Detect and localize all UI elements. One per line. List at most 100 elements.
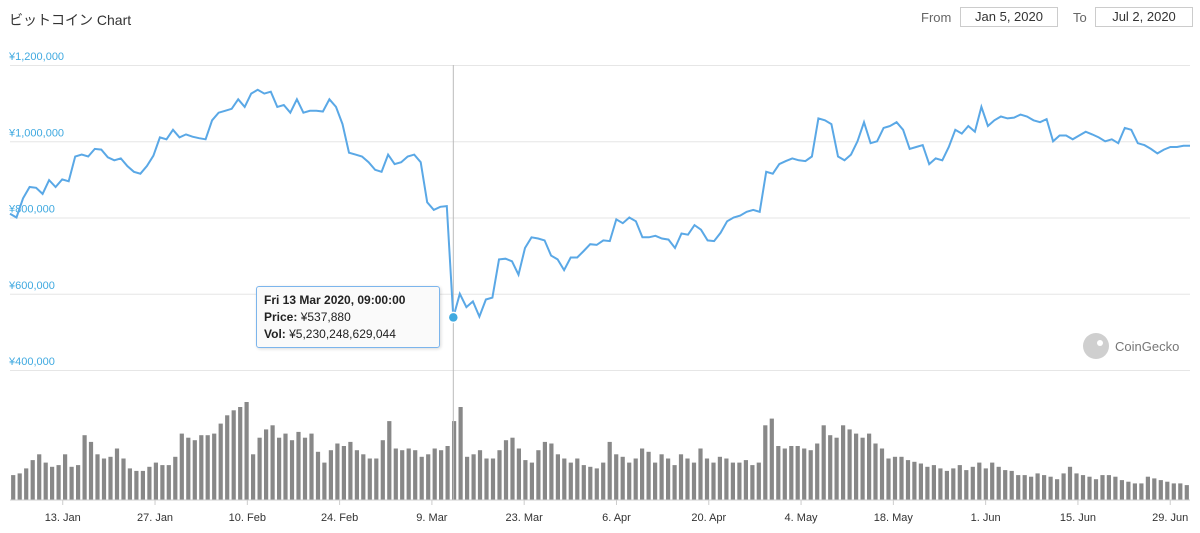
volume-bar (653, 462, 658, 500)
volume-bar (1145, 476, 1150, 500)
volume-bar (419, 456, 424, 500)
volume-bar (724, 458, 729, 500)
volume-bar (11, 475, 16, 500)
volume-bar (1067, 466, 1073, 500)
volume-bar (873, 443, 878, 500)
volume-bar (1016, 475, 1021, 500)
volume-bar (1022, 475, 1027, 500)
tooltip-volume-row: Vol: ¥5,230,248,629,044 (264, 326, 432, 343)
volume-bar (776, 446, 781, 500)
volume-bar (477, 450, 483, 500)
volume-bar (1100, 475, 1105, 500)
y-tick-label: ¥1,000,000 (8, 127, 64, 139)
volume-bar (17, 473, 22, 500)
volume-bar (847, 429, 852, 500)
volume-bar (1035, 473, 1040, 500)
volume-bar (270, 425, 275, 500)
data-tooltip: Fri 13 Mar 2020, 09:00:00 Price: ¥537,88… (256, 286, 440, 348)
volume-bar (990, 462, 995, 500)
volume-bar (704, 458, 710, 500)
volume-bar (841, 425, 846, 500)
volume-bar (672, 465, 677, 500)
volume-bar (95, 454, 100, 500)
volume-bar (257, 437, 262, 500)
volume-bar (815, 443, 820, 500)
volume-bar (575, 458, 580, 500)
volume-bar (134, 470, 139, 500)
volume-bar (614, 454, 619, 500)
y-tick-label: ¥800,000 (8, 204, 55, 216)
x-axis-labels: 13. Jan 27. Jan 10. Feb 24. Feb 9. Mar 23. Ma… (45, 500, 1188, 524)
volume-bar (147, 466, 152, 500)
volume-bar (108, 456, 113, 500)
chart-title: ビットコイン Chart (9, 12, 132, 28)
volume-bar (951, 468, 956, 500)
volume-bar (808, 450, 813, 500)
volume-bar (76, 465, 81, 500)
volume-bar (341, 446, 346, 500)
volume-bar (640, 448, 645, 500)
x-tick-label: 20. Apr (691, 512, 726, 524)
volume-bar (666, 458, 671, 500)
volume-bar (970, 466, 975, 500)
volume-bar (69, 466, 74, 500)
volume-bar (931, 465, 936, 500)
from-date-input[interactable] (960, 7, 1058, 27)
volume-bar (484, 458, 489, 500)
volume-bar (549, 443, 554, 500)
volume-bar (264, 429, 269, 500)
x-tick-label: 15. Jun (1060, 512, 1096, 524)
volume-bar (302, 437, 308, 500)
volume-bar (225, 415, 230, 500)
volume-bar (1061, 473, 1066, 500)
tooltip-date: Fri 13 Mar 2020, 09:00:00 (264, 293, 406, 307)
volume-bar (983, 468, 988, 500)
volume-bar (348, 441, 353, 500)
x-tick-label: 18. May (874, 512, 914, 524)
volume-bar (944, 470, 949, 500)
volume-bar (205, 435, 210, 500)
x-tick-label: 6. Apr (602, 512, 631, 524)
volume-bar (43, 462, 48, 500)
volume-bar (1048, 476, 1053, 500)
volume-bar (516, 448, 521, 500)
volume-bar (1165, 481, 1170, 500)
watermark-text: CoinGecko (1115, 338, 1180, 354)
to-date-input[interactable] (1095, 7, 1193, 27)
volume-bar (1042, 475, 1047, 500)
volume-bar (795, 446, 800, 500)
volume-bar (867, 433, 872, 500)
x-tick-label: 29. Jun (1152, 512, 1188, 524)
tooltip-price-row: Price: ¥537,880 (264, 309, 432, 326)
volume-bar (769, 418, 774, 500)
volume-bar (1106, 475, 1111, 500)
volume-bar (802, 448, 807, 500)
price-line (9, 88, 1190, 320)
volume-bar (490, 458, 496, 500)
volume-bar (277, 437, 282, 500)
volume-bar (231, 410, 236, 500)
volume-bar (594, 468, 599, 500)
volume-bar (1074, 473, 1079, 500)
volume-bar (828, 435, 833, 500)
volume-bar (283, 433, 288, 500)
volume-bar (555, 454, 560, 500)
volume-bar (1113, 476, 1118, 500)
volume-bar (400, 450, 405, 500)
volume-bar (387, 421, 392, 500)
volume-bar (393, 448, 398, 500)
volume-bar (607, 441, 612, 500)
volume-bar (737, 462, 742, 500)
volume-bar (957, 465, 962, 500)
volume-bar (892, 456, 898, 500)
volume-bar (886, 458, 891, 500)
volume-bar (101, 458, 107, 500)
x-tick-label: 9. Mar (416, 512, 448, 524)
y-tick-label: ¥1,200,000 (8, 51, 64, 63)
volume-bar (711, 462, 716, 500)
volume-bar (192, 440, 197, 500)
volume-bar (717, 456, 722, 500)
volume-bar (367, 458, 372, 500)
volume-bar (56, 465, 61, 500)
